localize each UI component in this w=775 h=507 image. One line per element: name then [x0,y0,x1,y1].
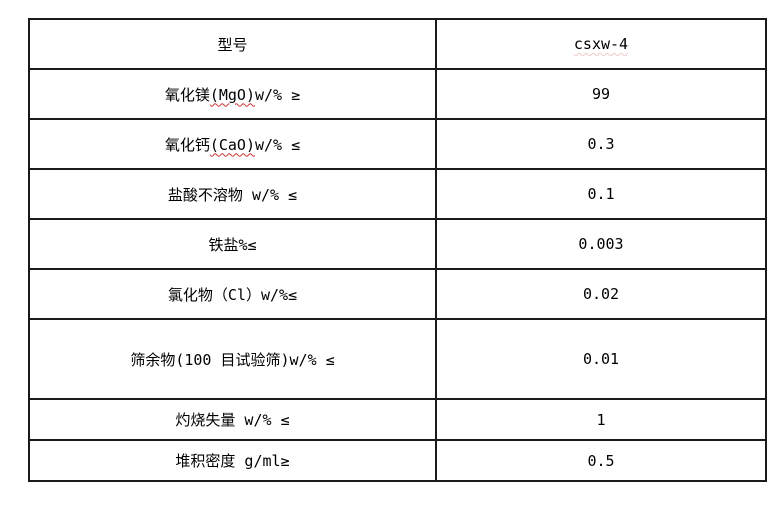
value-cell: 0.01 [435,318,767,400]
table-row-mgo: 氧化镁(MgO)w/% ≥ 99 [28,68,767,120]
param-cell: 氯化物（Cl）w/%≤ [28,268,437,320]
value-text: 0.1 [587,185,615,203]
param-cell: 铁盐%≤ [28,218,437,270]
param-cell: 灼烧失量 w/% ≤ [28,398,437,441]
param-label-spellcheck: (CaO) [209,135,255,154]
table-row-ignition-loss: 灼烧失量 w/% ≤ 1 [28,398,767,441]
value-cell: 0.02 [435,268,767,320]
table-row-hcl-insoluble: 盐酸不溶物 w/% ≤ 0.1 [28,168,767,220]
param-cell: 氧化镁(MgO)w/% ≥ [28,68,437,120]
table-row-model: 型号 csxw-4 [28,18,767,70]
param-cell: 氧化钙(CaO)w/% ≤ [28,118,437,170]
value-text: 0.01 [582,350,620,368]
param-label: 型号 [217,35,248,54]
value-cell: 0.3 [435,118,767,170]
table-row-iron-salt: 铁盐%≤ 0.003 [28,218,767,270]
value-text: 0.003 [578,235,624,253]
value-cell: 99 [435,68,767,120]
param-cell: 型号 [28,18,437,70]
value-text: 0.02 [582,285,620,303]
param-cell: 盐酸不溶物 w/% ≤ [28,168,437,220]
value-text: csxw-4 [573,35,629,53]
param-label-spellcheck: (MgO) [209,85,255,104]
table-row-bulk-density: 堆积密度 g/ml≥ 0.5 [28,439,767,482]
value-cell: csxw-4 [435,18,767,70]
table-row-chloride: 氯化物（Cl）w/%≤ 0.02 [28,268,767,320]
param-label: 铁盐%≤ [208,235,257,254]
param-label: 堆积密度 g/ml≥ [175,452,290,470]
value-cell: 0.1 [435,168,767,220]
param-label: 氧化钙 [164,135,210,154]
value-cell: 0.5 [435,439,767,482]
param-label: 筛余物(100 目试验筛)w/% ≤ [130,350,335,369]
table-row-sieve-residue: 筛余物(100 目试验筛)w/% ≤ 0.01 [28,318,767,400]
value-text: 99 [591,85,611,103]
param-cell: 堆积密度 g/ml≥ [28,439,437,482]
value-cell: 1 [435,398,767,441]
param-cell: 筛余物(100 目试验筛)w/% ≤ [28,318,437,400]
value-cell: 0.003 [435,218,767,270]
spec-table: 型号 csxw-4 氧化镁(MgO)w/% ≥ 99 氧化钙(CaO)w/% ≤… [28,18,767,482]
param-label: 氯化物（Cl）w/%≤ [167,285,298,304]
param-label: 氧化镁 [164,85,210,104]
param-label-suffix: w/% ≤ [255,135,301,154]
param-label: 盐酸不溶物 w/% ≤ [167,185,298,204]
table-row-cao: 氧化钙(CaO)w/% ≤ 0.3 [28,118,767,170]
param-label-suffix: w/% ≥ [255,85,301,104]
value-text: 0.3 [587,135,615,153]
value-text: 1 [596,410,606,429]
value-text: 0.5 [587,451,615,470]
param-label: 灼烧失量 w/% ≤ [175,411,290,429]
